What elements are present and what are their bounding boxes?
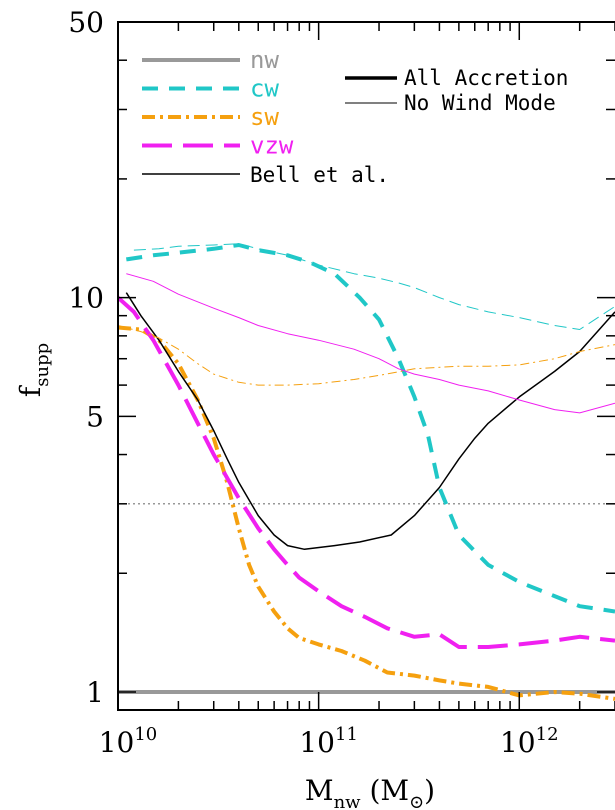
y-tick-label: 50 [68, 6, 104, 39]
legend-label-sw: sw [250, 103, 279, 131]
x-tick-label: 1011 [299, 724, 358, 759]
plot-border [117, 21, 615, 711]
x-axis-label: Mnw (M⊙) [305, 774, 435, 810]
axis-ticks [117, 21, 615, 710]
legend-label-cw: cw [250, 75, 279, 103]
series-line-vzw-nowind [126, 273, 615, 414]
series-line-cw-nowind [133, 243, 615, 330]
x-tick-label: 1012 [500, 724, 559, 759]
y-axis-label: fsupp [14, 343, 53, 397]
y-tick-label: 5 [86, 400, 104, 433]
legend-label-thick: All Accretion [404, 66, 568, 90]
series-line-bell-et-al--all [125, 292, 615, 551]
x-tick-label: 1010 [99, 724, 158, 759]
legend-label-bell: Bell et al. [250, 163, 389, 187]
series-line-cw-all [125, 243, 615, 614]
axis-labels: 1 5 10 50 1010 1011 1012 Mnw (M⊙) fsupp [14, 6, 559, 810]
y-tick-label: 1 [86, 676, 104, 709]
series-line-sw-nowind [118, 325, 615, 386]
legend-label-vzw: vzw [250, 132, 294, 160]
series-layer [118, 243, 615, 701]
y-tick-label: 10 [68, 282, 104, 315]
legend-label-thin: No Wind Mode [404, 91, 556, 115]
legend-label-nw: nw [250, 46, 279, 74]
plot-frame [117, 21, 615, 711]
series-line-vzw-all [118, 296, 615, 649]
